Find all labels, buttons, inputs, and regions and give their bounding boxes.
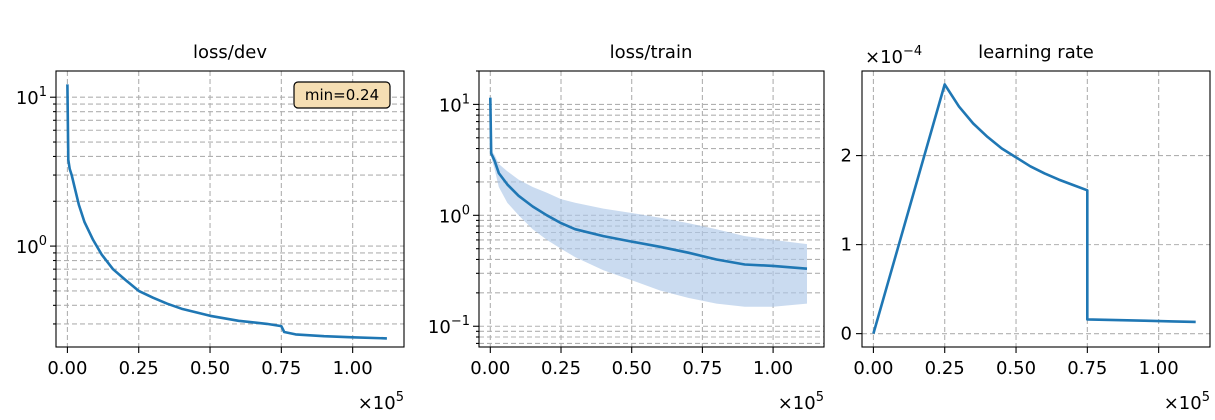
- x-tick-label: 0.75: [261, 358, 301, 379]
- x-tick-label: 1.00: [1139, 358, 1179, 379]
- plot-frame: [55, 70, 405, 348]
- x-axis-multiplier: ×105: [358, 390, 404, 414]
- x-tick-label: 1.00: [753, 358, 793, 379]
- y-tick-label: 2: [841, 146, 852, 167]
- y-tick-label: 0: [841, 324, 852, 345]
- min-annotation: min=0.24: [293, 81, 391, 109]
- y-axis-multiplier: ×10−4: [865, 44, 922, 68]
- x-tick-label: 0.50: [996, 358, 1036, 379]
- x-tick-label: 1.00: [333, 358, 373, 379]
- y-tick-label: 100: [439, 203, 470, 227]
- subplot-loss-train: loss/train 0.00 0.25 0.50 0.75 1.00 ×105 10−1 1…: [428, 42, 825, 414]
- x-tick-label: 0.00: [47, 358, 87, 379]
- annotation-text: min=0.24: [305, 86, 379, 104]
- x-tick-label: 0.50: [190, 358, 230, 379]
- plot-frame: [861, 70, 1211, 348]
- subplot-loss-dev: loss/dev 0.00 0.25 0.50 0.75 1.00 ×105 100 101 m…: [16, 42, 405, 414]
- x-tick-label: 0.25: [925, 358, 965, 379]
- y-tick-label: 101: [439, 92, 470, 116]
- series-line: [872, 83, 1196, 334]
- x-tick-label: 0.50: [612, 358, 652, 379]
- x-tick-label: 0.25: [541, 358, 581, 379]
- series-line: [489, 97, 808, 270]
- y-tick-label: 101: [16, 85, 47, 109]
- annotation-box: [293, 81, 391, 109]
- x-axis-multiplier: ×105: [778, 390, 824, 414]
- series-line: [66, 84, 387, 340]
- series-band: [490, 97, 807, 307]
- x-axis-multiplier: ×105: [1164, 390, 1210, 414]
- y-tick-label: 10−1: [428, 314, 470, 338]
- x-tick-label: 0.25: [119, 358, 159, 379]
- chart-title: loss/train: [610, 42, 693, 63]
- plot-frame: [478, 70, 825, 348]
- x-tick-label: 0.00: [470, 358, 510, 379]
- x-tick-label: 0.75: [1067, 358, 1107, 379]
- y-tick-label: 1: [841, 235, 852, 256]
- subplot-learning-rate: learning rate 0.00 0.25 0.50 0.75 1.00 ×105 0 1…: [841, 42, 1211, 414]
- x-tick-label: 0.00: [853, 358, 893, 379]
- chart-title: learning rate: [978, 42, 1094, 63]
- y-tick-label: 100: [16, 234, 47, 258]
- chart-title: loss/dev: [193, 42, 267, 63]
- x-tick-label: 0.75: [682, 358, 722, 379]
